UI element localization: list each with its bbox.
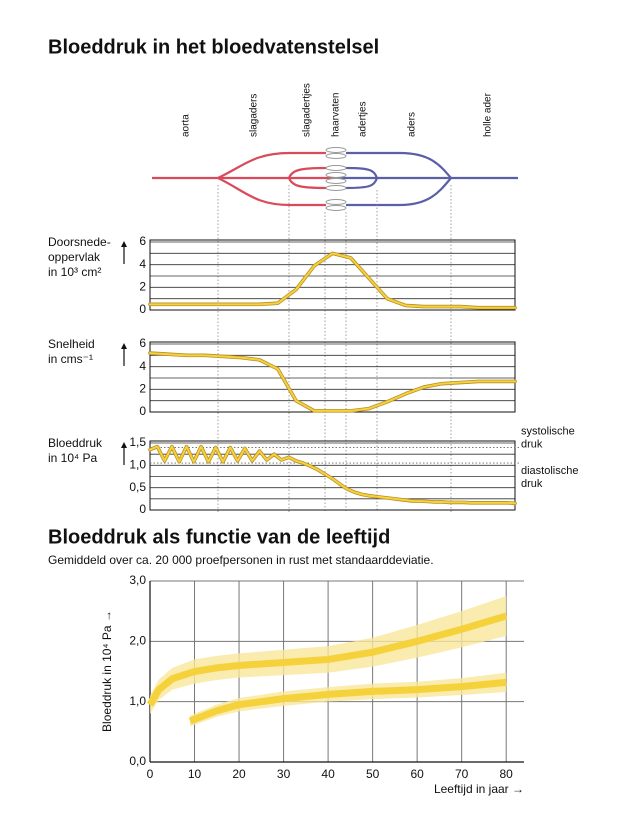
vessel-label: aorta [181,114,192,137]
y-tick-label: 3,0 [129,573,146,587]
chart-title: Bloeddruk als functie van de leeftijd [48,526,390,548]
y-tick-label: 1,0 [129,694,146,708]
y-tick-label: 6 [139,234,146,248]
y-tick-label: 0 [139,302,146,316]
sd-band [190,672,507,727]
x-tick-label: 60 [410,767,424,781]
x-tick-label: 40 [321,767,335,781]
y-tick-label: 4 [139,359,146,373]
mean-line [188,678,507,725]
y-tick-label: 0 [139,404,146,418]
mean-line [146,612,508,707]
vessel-diagram [152,147,518,211]
vessel-label: slagaders [249,94,260,137]
x-tick-label: 70 [455,767,469,781]
panel-frame [149,440,516,511]
y-tick-label: 2 [139,382,146,396]
x-axis-label: Leeftijd in jaar → [434,782,524,796]
reference-label: druk [521,438,543,450]
vessel-label: slagadertjes [302,83,313,137]
axis-arrow-head [121,343,127,349]
y-axis-label: in 10³ cm² [48,265,101,279]
y-tick-label: 1,0 [129,458,146,472]
y-tick-label: 0,5 [129,480,146,494]
axis-arrow-head [121,442,127,448]
vessel-label: adertjes [358,101,369,137]
axis-arrow-head [121,241,127,247]
reference-label: druk [521,478,543,490]
chart-subtitle: Gemiddeld over ca. 20 000 proefpersonen … [48,553,434,567]
x-tick-label: 20 [232,767,246,781]
y-axis-label: in cms⁻¹ [48,352,93,366]
curve [149,352,516,412]
y-axis-label: Bloeddruk in 10⁴ Pa → [100,610,114,732]
curve [149,445,516,505]
y-axis-label: Snelheid [48,337,95,351]
vessel-label: haarvaten [331,93,342,137]
vessel-label: holle ader [483,92,494,137]
x-tick-label: 50 [366,767,380,781]
x-tick-label: 0 [147,767,154,781]
x-tick-label: 10 [188,767,202,781]
sd-band [150,596,507,714]
y-tick-label: 4 [139,257,146,271]
panel-frame [149,239,516,311]
y-axis-label: Bloeddruk [48,436,103,450]
y-axis-label: Doorsnede- [48,235,111,249]
panel-frame [149,341,516,413]
y-tick-label: 0 [139,502,146,516]
y-tick-label: 0,0 [129,754,146,768]
y-axis-label: oppervlak [48,250,101,264]
y-tick-label: 1,5 [129,435,146,449]
reference-label: systolische [521,425,575,437]
page-title: Bloeddruk in het bloedvatenstelsel [48,36,379,58]
y-axis-label: in 10⁴ Pa [48,451,98,465]
x-tick-label: 80 [500,767,514,781]
y-tick-label: 2,0 [129,634,146,648]
vessel-label: aders [407,112,418,137]
curve [149,252,516,309]
region-dividers [217,185,452,512]
curve-outline [148,251,517,310]
x-tick-label: 30 [277,767,291,781]
y-tick-label: 6 [139,336,146,350]
y-tick-label: 2 [139,280,146,294]
reference-label: diastolische [521,465,578,477]
